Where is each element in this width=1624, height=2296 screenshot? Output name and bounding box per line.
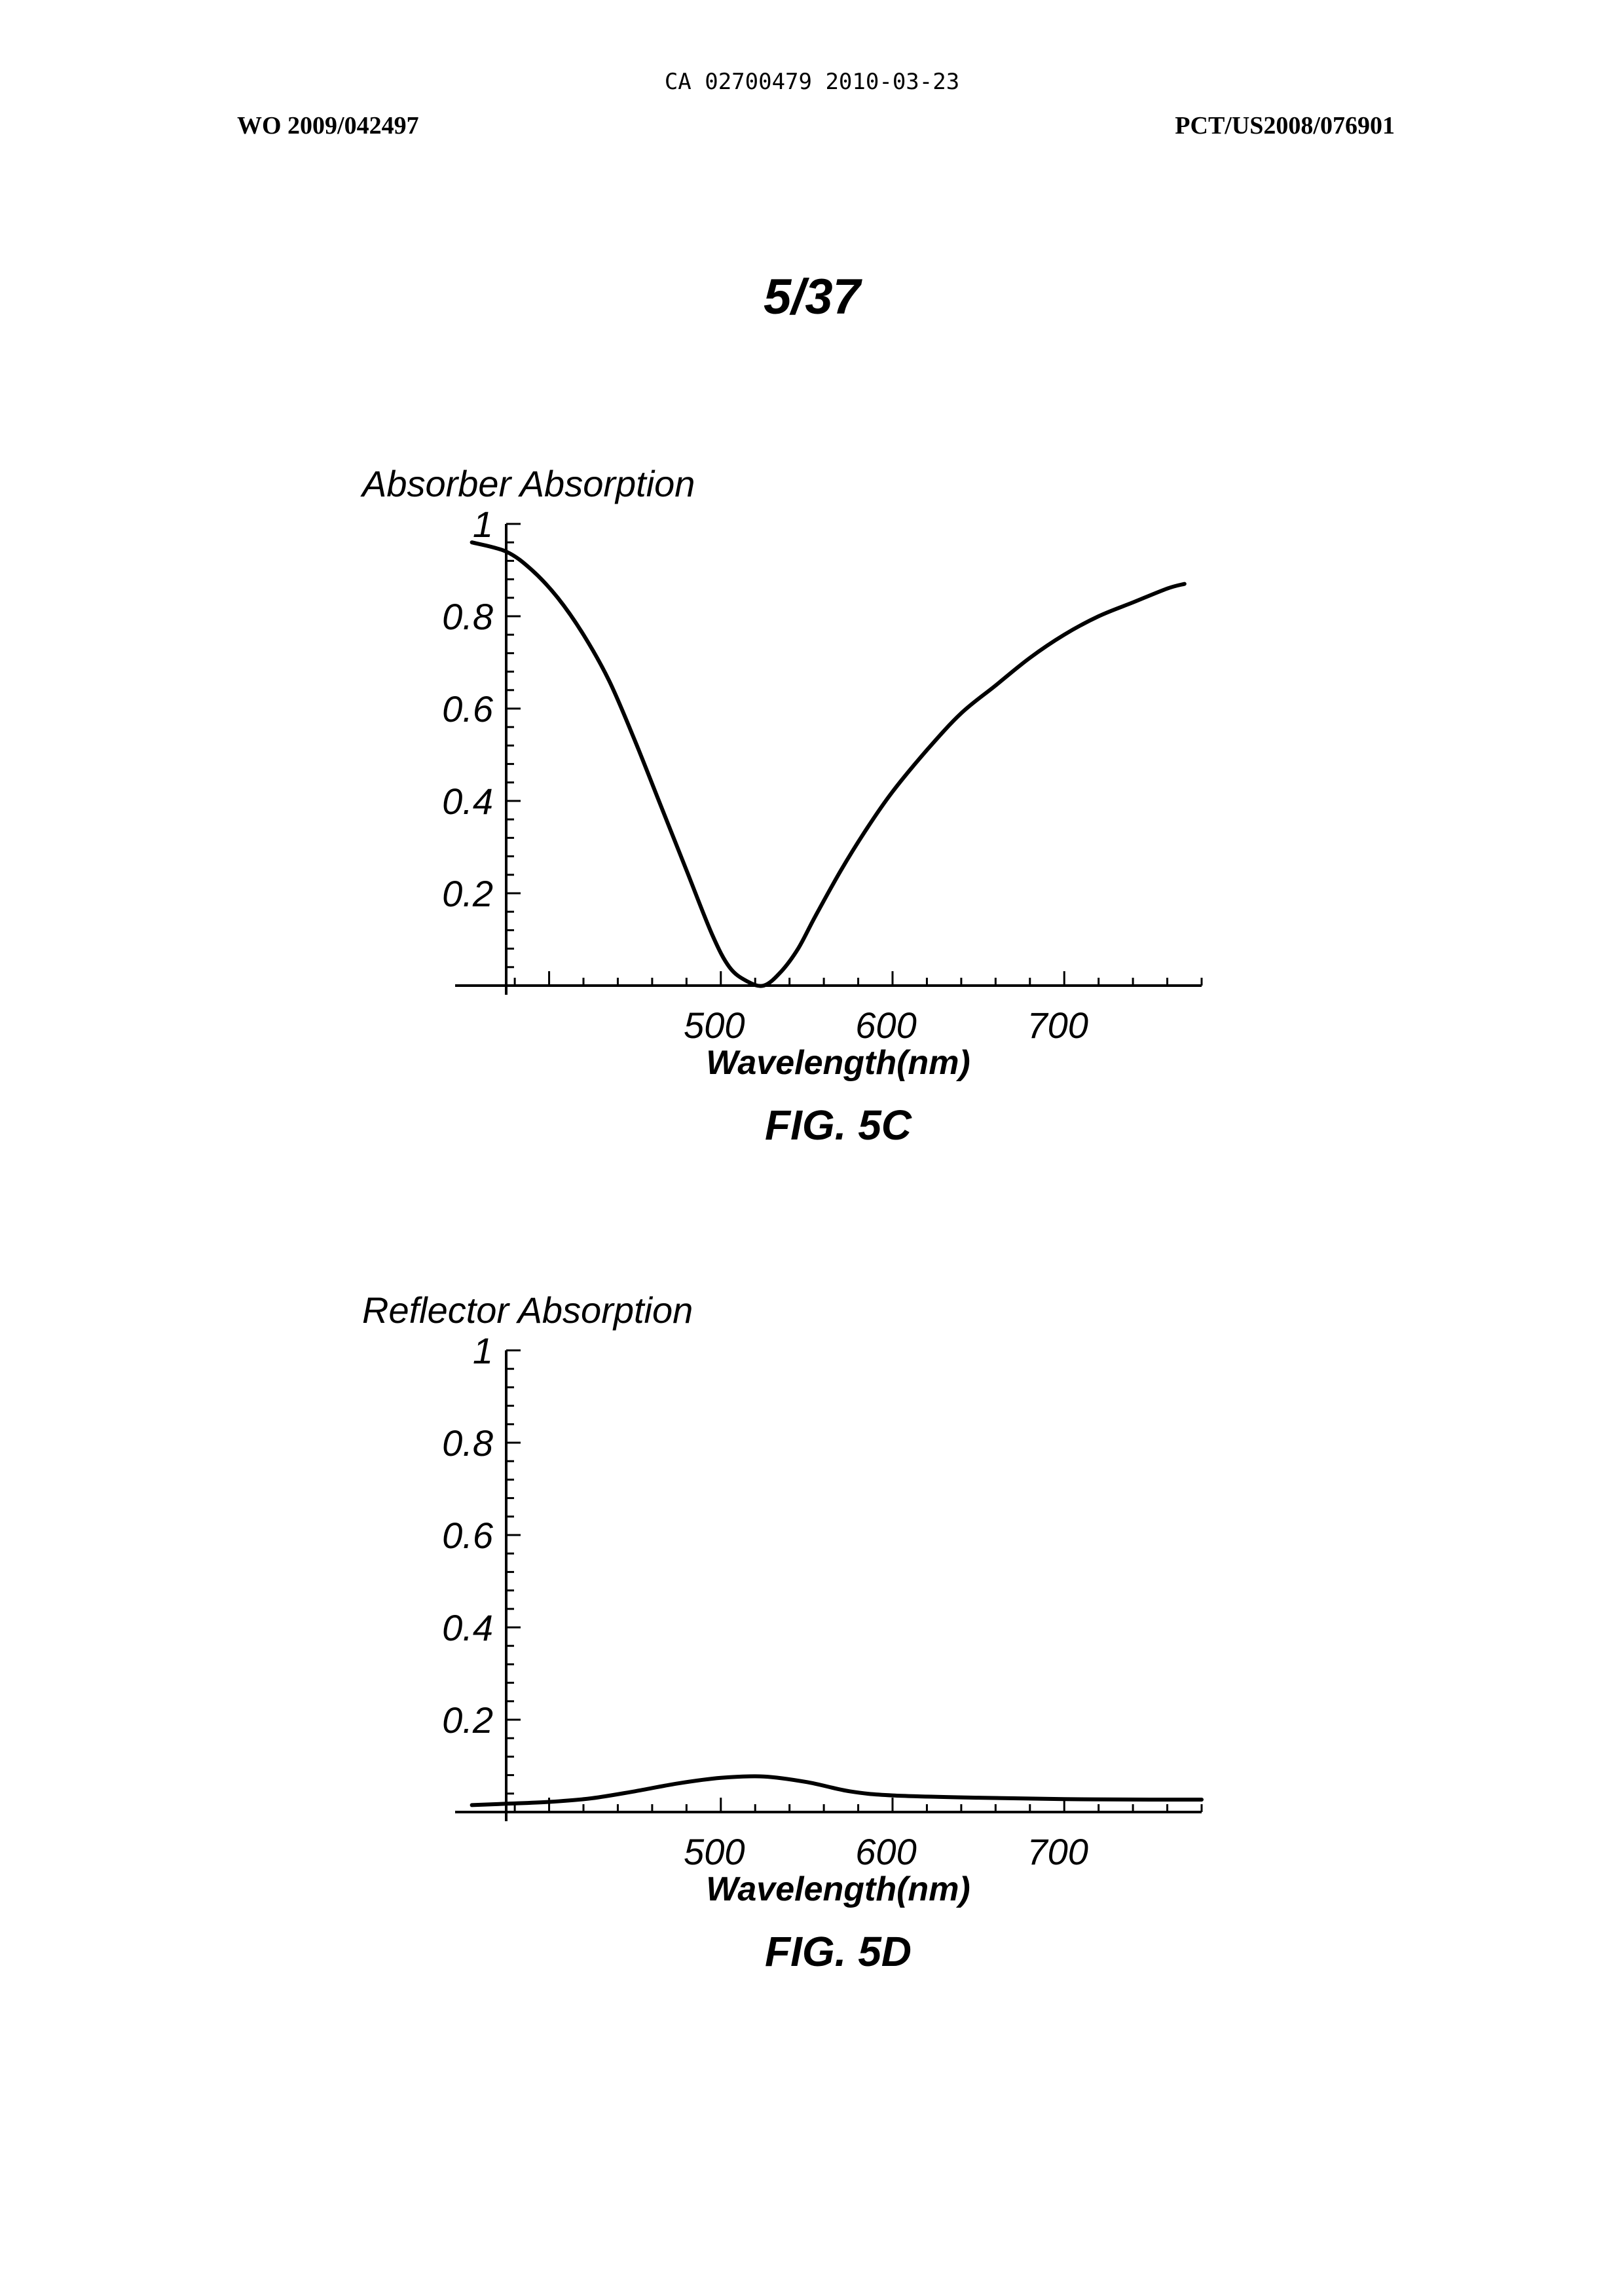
x-ticks: 500 600 700 bbox=[515, 1798, 1202, 1872]
y-tick-label: 1 bbox=[473, 1330, 493, 1371]
y-tick-label: 0.4 bbox=[442, 1607, 493, 1648]
figure-caption: FIG. 5C bbox=[765, 1102, 912, 1149]
y-tick-label: 0.8 bbox=[442, 596, 493, 637]
x-tick-label: 700 bbox=[1027, 1831, 1088, 1872]
x-tick-label: 600 bbox=[855, 1831, 916, 1872]
wo-publication-number: WO 2009/042497 bbox=[237, 111, 419, 140]
x-axis-label: Wavelength(nm) bbox=[706, 1044, 970, 1082]
reflector-absorption-chart: Reflector Absorption 0.2 0.4 0.6 0.8 1 500 60… bbox=[0, 1272, 1624, 2018]
reflector-absorption-plot: Reflector Absorption 0.2 0.4 0.6 0.8 1 500 60… bbox=[0, 1272, 1624, 2018]
y-tick-label: 1 bbox=[473, 504, 493, 545]
y-tick-label: 0.4 bbox=[442, 781, 493, 822]
absorber-absorption-plot: Absorber Absorption 0.2 0.4 0.6 0.8 1 500 600… bbox=[0, 445, 1624, 1192]
figure-caption: FIG. 5D bbox=[765, 1928, 912, 1975]
sheet-number: 5/37 bbox=[0, 268, 1624, 325]
y-tick-label: 0.2 bbox=[442, 873, 493, 914]
pct-application-number: PCT/US2008/076901 bbox=[1175, 111, 1395, 140]
y-axis-label: Reflector Absorption bbox=[362, 1289, 693, 1331]
x-ticks: 500 600 700 bbox=[515, 971, 1202, 1046]
y-tick-label: 0.6 bbox=[442, 1515, 494, 1556]
x-tick-label: 700 bbox=[1027, 1005, 1088, 1046]
x-tick-label: 500 bbox=[684, 1831, 745, 1872]
y-tick-label: 0.8 bbox=[442, 1422, 493, 1464]
ca-application-number: CA 02700479 2010-03-23 bbox=[0, 69, 1624, 95]
absorber-absorption-chart: Absorber Absorption 0.2 0.4 0.6 0.8 1 500 600… bbox=[0, 445, 1624, 1192]
y-tick-label: 0.2 bbox=[442, 1699, 493, 1741]
absorption-curve bbox=[472, 1776, 1202, 1805]
y-ticks: 0.2 0.4 0.6 0.8 1 bbox=[442, 504, 521, 967]
x-tick-label: 600 bbox=[855, 1005, 916, 1046]
y-tick-label: 0.6 bbox=[442, 688, 494, 730]
y-axis-label: Absorber Absorption bbox=[360, 463, 695, 504]
absorption-curve bbox=[472, 542, 1185, 986]
x-axis-label: Wavelength(nm) bbox=[706, 1870, 970, 1908]
x-tick-label: 500 bbox=[684, 1005, 745, 1046]
y-ticks: 0.2 0.4 0.6 0.8 1 bbox=[442, 1330, 521, 1794]
